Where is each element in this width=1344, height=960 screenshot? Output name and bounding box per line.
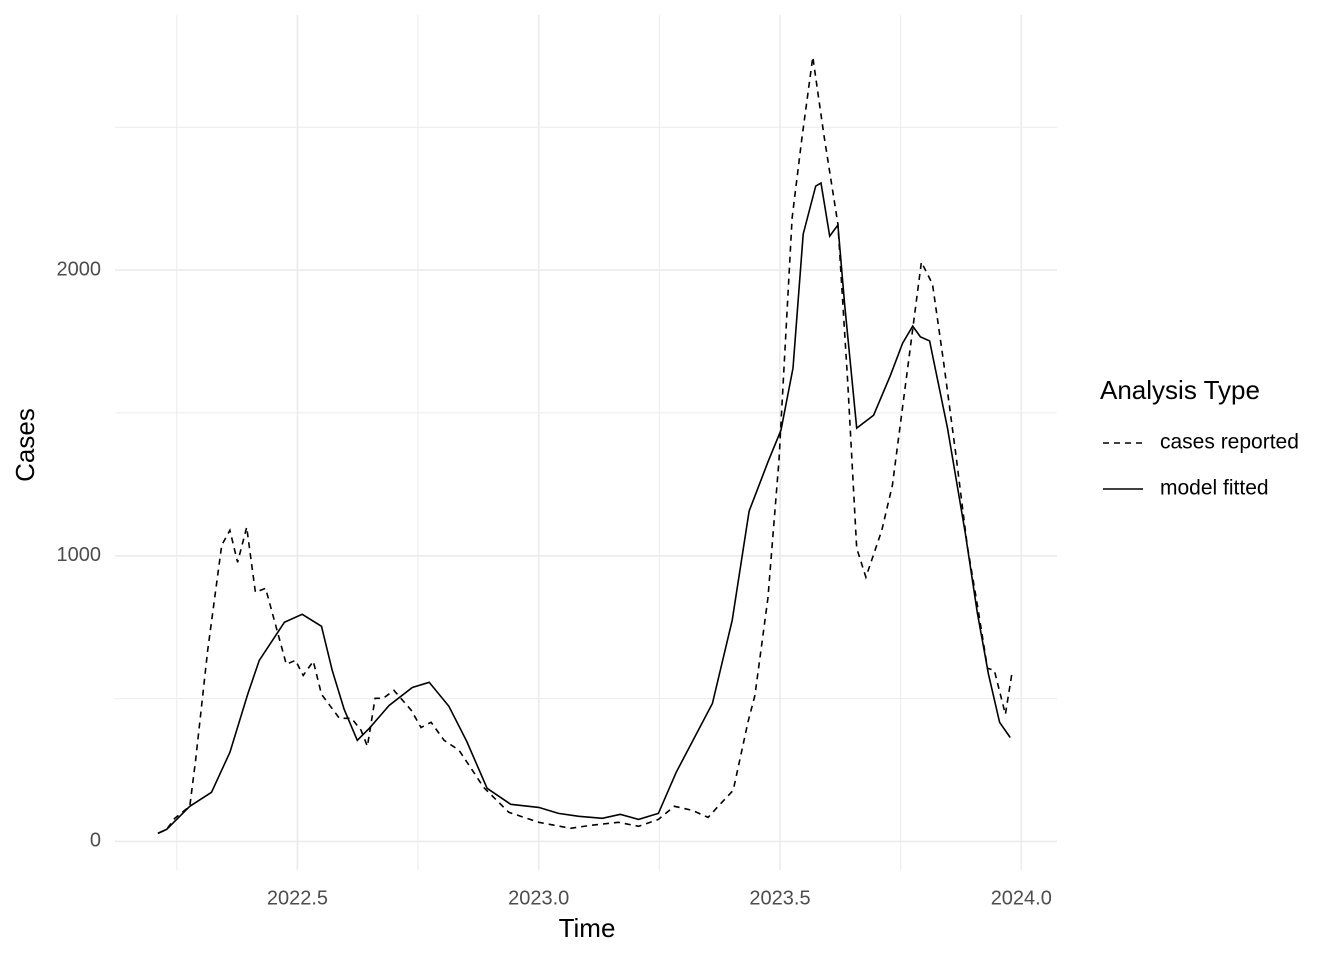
grid [115, 15, 1057, 870]
series-line [157, 181, 1011, 835]
y-tick-label: 2000 [57, 258, 102, 280]
legend-title: Analysis Type [1100, 375, 1260, 405]
legend-label: cases reported [1160, 431, 1299, 454]
x-tick-label: 2023.5 [749, 887, 810, 909]
legend-label: model fitted [1160, 477, 1269, 500]
x-tick-label: 2022.5 [267, 887, 328, 909]
x-tick-label: 2023.0 [508, 887, 569, 909]
y-tick-label: 1000 [57, 544, 102, 566]
x-tick-label: 2024.0 [991, 887, 1052, 909]
series-line [157, 56, 1013, 835]
lines [157, 56, 1013, 835]
y-tick-label: 0 [90, 830, 101, 852]
x-axis-title: Time [559, 913, 616, 943]
y-axis-title: Cases [10, 408, 40, 482]
